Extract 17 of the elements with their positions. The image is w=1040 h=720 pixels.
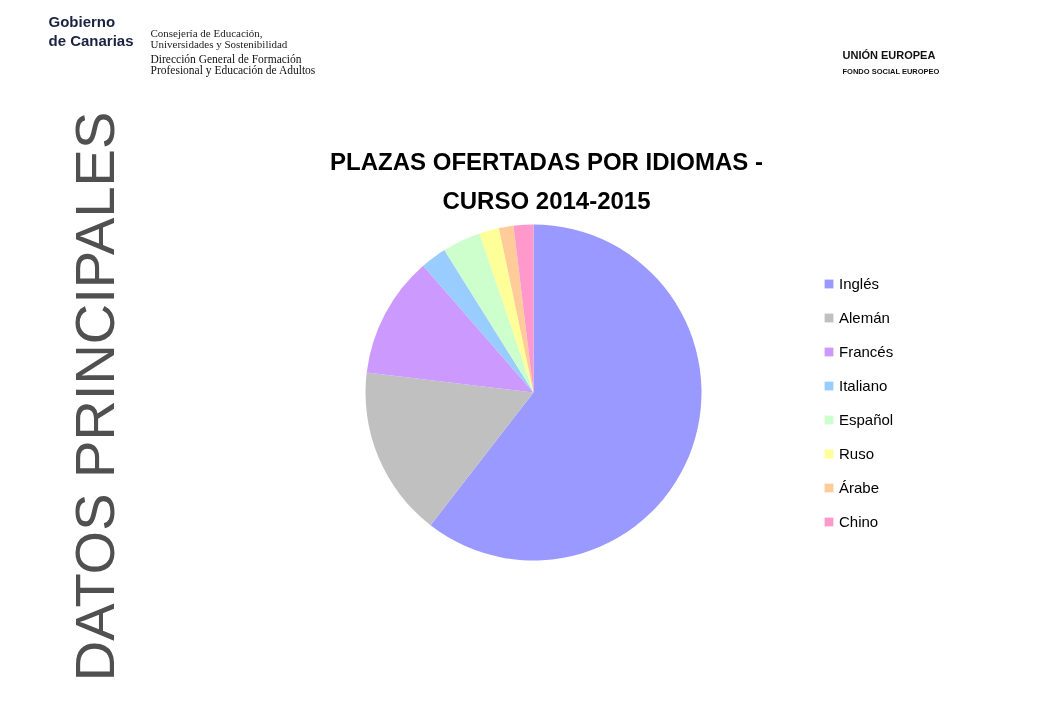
text: DATOS PRINCIPALES: [63, 111, 126, 682]
legend-label: Árabe: [839, 477, 880, 497]
text: Universidades y Sostenibilidad: [150, 37, 288, 50]
legend-label: Chino: [839, 511, 879, 531]
legend-label: Español: [839, 409, 894, 429]
legend-label: Francés: [839, 341, 894, 361]
legend-label: Italiano: [839, 375, 888, 395]
legend-label: Alemán: [839, 307, 890, 327]
text: Gobierno: [48, 13, 116, 30]
chart-title: PLAZAS OFERTADAS POR IDIOMAS - CURSO 2014-2015: [330, 148, 763, 214]
text: Consejería de Educación,: [150, 26, 263, 39]
legend-label: Ruso: [839, 443, 875, 463]
text: Dirección General de Formación: [150, 52, 302, 65]
text: Profesional y Educación de Adultos: [150, 63, 316, 77]
text: de Canarias: [48, 32, 134, 49]
text: UNIÓN EUROPEA: [842, 48, 936, 61]
legend-label: Inglés: [839, 273, 880, 293]
